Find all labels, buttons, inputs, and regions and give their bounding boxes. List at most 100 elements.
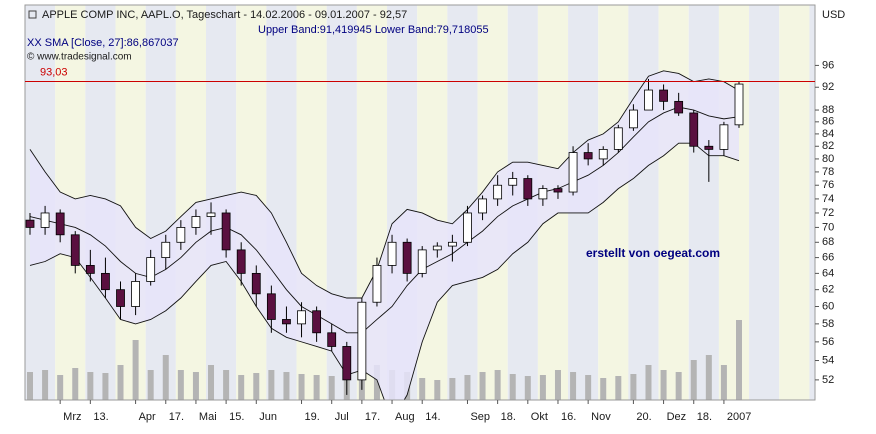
sma-label: XX SMA [Close, 27]:86,867037 (27, 37, 179, 49)
volume-bar (705, 355, 712, 400)
x-tick-label: Mai (199, 411, 217, 423)
volume-bar (298, 374, 305, 400)
chart-icon (28, 10, 37, 19)
candle-body (25, 219, 35, 228)
candle-body (613, 127, 623, 150)
y-tick-label: 62 (822, 284, 834, 296)
candle-body (598, 149, 608, 160)
volume-bar (117, 365, 124, 400)
candle-body (70, 234, 80, 266)
x-tick-label: Nov (591, 411, 611, 423)
candle-body (659, 89, 668, 102)
stripe (779, 5, 810, 400)
volume-bar (615, 376, 622, 400)
band-label: Upper Band:91,419945 Lower Band:79,71805… (258, 24, 489, 36)
x-tick-label: 17. (169, 411, 184, 423)
x-tick-label: Apr (139, 411, 156, 423)
candle-body (251, 272, 261, 295)
y-tick-label: 76 (822, 179, 834, 191)
plot-area (25, 70, 744, 400)
chart-title: APPLE COMP INC, AAPL.O, Tageschart - 14.… (42, 9, 407, 21)
volume-bar (554, 370, 561, 400)
candle-body (402, 241, 412, 274)
volume-bar (690, 360, 697, 400)
candle-body (523, 178, 533, 200)
plot-frame (24, 4, 816, 401)
x-tick-label: Mrz (63, 411, 81, 423)
reference-label: 93,03 (40, 66, 68, 78)
x-tick-label: Sep (470, 411, 490, 423)
candle-body (146, 257, 156, 282)
candle-body (55, 212, 65, 236)
candle-body (357, 301, 367, 381)
candle-body (116, 289, 125, 307)
y-tick-label: 74 (822, 193, 834, 205)
candle-body (568, 152, 578, 193)
y-tick-label: 88 (822, 104, 834, 116)
x-tick-label: Dez (667, 411, 687, 423)
volume-bar (720, 365, 727, 400)
candle-body (85, 265, 95, 274)
x-tick-label: 18. (697, 411, 712, 423)
volume-bar (223, 370, 230, 400)
volume-bar (373, 365, 380, 400)
x-tick-label: 15. (229, 411, 244, 423)
stripe (115, 5, 146, 400)
stripe (266, 5, 297, 400)
volume-bar (449, 378, 456, 400)
candle-body (583, 152, 593, 160)
volume-bar (27, 372, 33, 400)
annotation: erstellt von oegeat.com (586, 246, 720, 260)
y-tick-label: 70 (822, 221, 834, 233)
candle-body (387, 241, 397, 266)
stripe (718, 5, 750, 400)
candle-body (644, 89, 653, 111)
candle-body (131, 281, 140, 307)
candle-body (734, 83, 744, 126)
volume-bar (328, 376, 335, 400)
candle-body (447, 241, 457, 247)
y-tick-label: 56 (822, 336, 834, 348)
volume-bar (87, 372, 94, 400)
stripe (145, 5, 176, 400)
candle-body (493, 184, 503, 200)
volume-bar (102, 373, 109, 400)
candle-body (282, 319, 291, 325)
source-label: © www.tradesignal.com (27, 52, 132, 63)
band-lower (29, 142, 740, 400)
stripe (658, 5, 689, 400)
volume-bar (42, 370, 49, 400)
band-fill (30, 70, 739, 400)
candle-body (206, 212, 216, 217)
volume-bar (539, 375, 546, 400)
volume-bar (147, 370, 154, 400)
candle-body (417, 249, 427, 274)
volume-bar (675, 372, 682, 400)
candle-body (674, 100, 684, 114)
volume-bar (72, 368, 79, 400)
x-tick-label: 14. (425, 411, 440, 423)
candle-body (432, 245, 442, 251)
volume-bar (177, 370, 184, 400)
candle-body (342, 346, 352, 381)
volume-bar (283, 372, 290, 400)
volume-bar (630, 374, 637, 400)
candle-body (266, 293, 276, 320)
candle-body (312, 310, 322, 334)
y-tick-label: 52 (822, 374, 834, 386)
candle-body (629, 109, 638, 129)
volume-bar (238, 375, 245, 400)
y-tick-label: 64 (822, 267, 834, 279)
candle-body (553, 188, 563, 193)
x-tick-label: Aug (395, 411, 415, 423)
currency-label: USD (822, 9, 845, 21)
x-tick-label: 19. (305, 411, 320, 423)
candle-body (463, 212, 472, 243)
volume-bar (268, 370, 275, 400)
y-tick-label: 82 (822, 140, 834, 152)
y-tick-label: 66 (822, 252, 834, 264)
y-tick-label: 68 (822, 236, 834, 248)
y-tick-label: 96 (822, 59, 834, 71)
volume-bar (600, 378, 607, 400)
volume-bar (645, 365, 652, 400)
